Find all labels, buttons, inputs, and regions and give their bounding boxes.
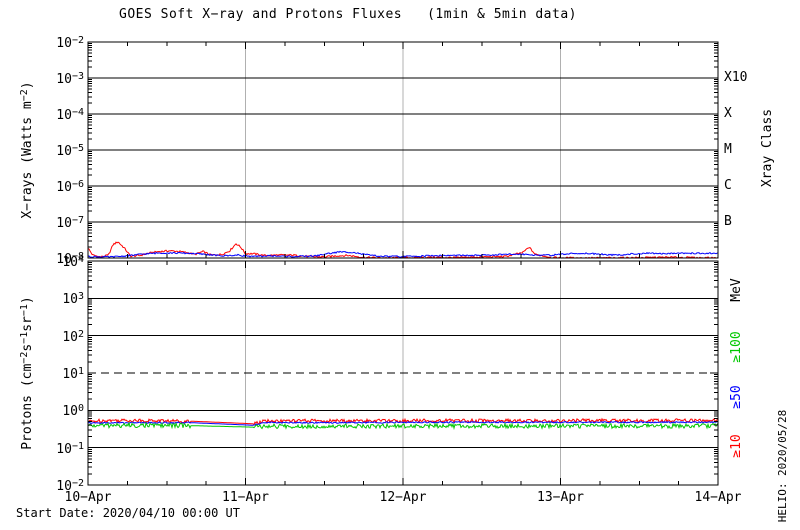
x-tick-label: 10−Apr bbox=[64, 490, 112, 505]
y-tick-label: 10−2 bbox=[56, 35, 84, 51]
x-tick-label: 12−Apr bbox=[379, 490, 427, 505]
y-tick-label: 10−7 bbox=[56, 215, 84, 231]
y-tick-label: 10−4 bbox=[56, 107, 84, 123]
y-tick-label: 101 bbox=[62, 366, 84, 382]
proton-y-axis-label: Protons (cm−2s−1sr−1) bbox=[19, 296, 35, 450]
xray-class-label: M bbox=[724, 142, 732, 157]
y-tick-label: 103 bbox=[62, 291, 84, 308]
helio-timestamp: HELIO: 2020/05/28 bbox=[776, 409, 789, 523]
y-tick-label: 100 bbox=[62, 403, 84, 420]
x-tick-label: 13−Apr bbox=[537, 490, 584, 505]
xray-class-label: X10 bbox=[724, 70, 748, 85]
xray-y-axis-label: X−rays (Watts m−2) bbox=[19, 81, 35, 219]
xray-class-label: B bbox=[724, 214, 732, 229]
start-date-label: Start Date: 2020/04/10 00:00 UT bbox=[16, 506, 240, 520]
y-tick-label: 10−2 bbox=[56, 478, 84, 494]
chart-title: GOES Soft X−ray and Protons Fluxes (1min… bbox=[119, 7, 577, 22]
y-tick-label: 10−5 bbox=[56, 143, 84, 159]
y-tick-label: 10−8 bbox=[56, 251, 84, 267]
series-protons-ge100 bbox=[88, 421, 718, 431]
series-protons-ge10 bbox=[88, 417, 718, 426]
xray-class-axis-title: Xray Class bbox=[760, 108, 775, 188]
y-tick-label: 104 bbox=[62, 254, 84, 270]
x-tick-label: 14−Apr bbox=[694, 490, 742, 505]
proton-energy-label: ≥10 bbox=[729, 434, 744, 458]
y-tick-label: 10−6 bbox=[56, 179, 84, 195]
series-protons-ge50 bbox=[88, 420, 718, 426]
y-tick-label: 10−3 bbox=[56, 71, 84, 87]
mev-axis-title: MeV bbox=[729, 278, 744, 302]
y-tick-label: 10−1 bbox=[56, 440, 84, 457]
xray-class-label: C bbox=[724, 178, 732, 193]
xray-class-label: X bbox=[724, 106, 732, 121]
x-tick-label: 11−Apr bbox=[222, 490, 269, 505]
y-tick-label: 102 bbox=[62, 328, 84, 345]
